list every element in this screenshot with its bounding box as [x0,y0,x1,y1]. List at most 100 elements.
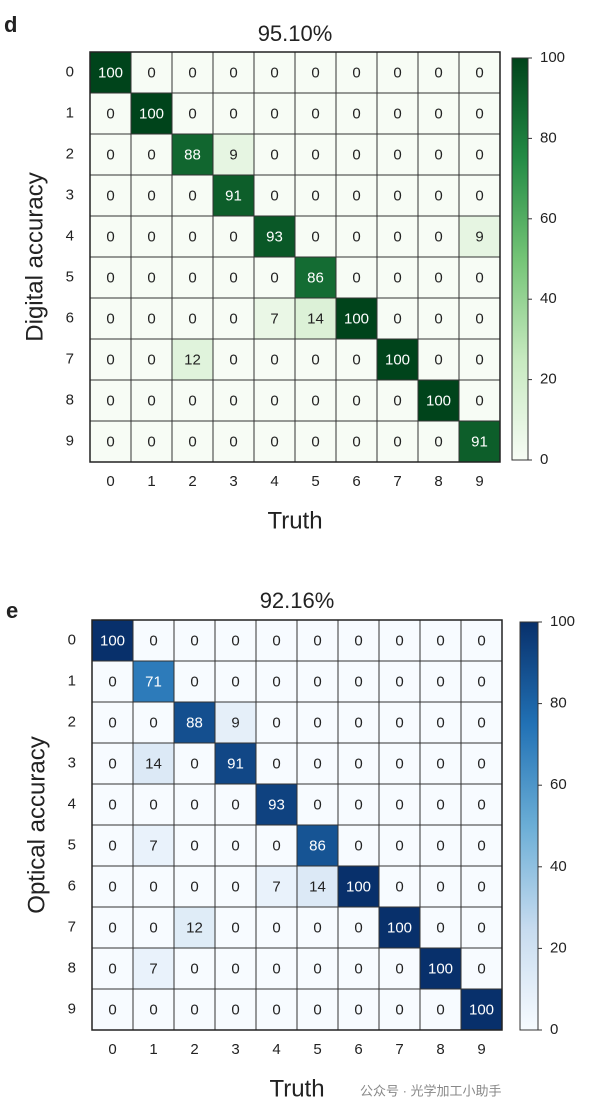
cell-label: 0 [270,269,278,286]
y-tick-label: 4 [66,227,74,244]
cell-label: 0 [477,960,485,977]
y-tick-label: 5 [66,268,74,285]
cell-label: 0 [270,433,278,450]
cell-label: 0 [272,837,280,854]
cell-label: 0 [313,755,321,772]
colorbar-tick-label: 40 [550,858,567,875]
cell-label: 0 [477,755,485,772]
cell-label: 0 [354,796,362,813]
cell-label: 0 [149,632,157,649]
heatmap-cell [91,783,134,826]
cell-label: 0 [272,632,280,649]
heatmap-cell [376,338,419,381]
heatmap-cell [335,174,378,217]
cell-label: 0 [147,392,155,409]
heatmap-cell [335,133,378,176]
cell-label: 14 [145,755,162,772]
cell-label: 0 [272,673,280,690]
cell-label: 0 [106,105,114,122]
heatmap-cell [255,988,298,1031]
cell-label: 0 [475,269,483,286]
cell-label: 0 [108,960,116,977]
heatmap-cell [296,619,339,662]
chart-title: 95.10% [258,21,333,46]
cell-label: 0 [436,755,444,772]
cell-label: 0 [395,673,403,690]
y-tick-label: 0 [66,63,74,80]
cell-label: 0 [270,105,278,122]
cell-label: 0 [436,919,444,936]
cell-label: 0 [108,796,116,813]
cell-label: 0 [108,755,116,772]
heatmap-cell [460,619,503,662]
cell-label: 0 [106,146,114,163]
x-tick-label: 4 [272,1041,280,1058]
heatmap-cell [253,215,296,258]
cell-label: 0 [436,796,444,813]
heatmap-cell [212,297,255,340]
cell-label: 0 [434,146,442,163]
x-axis-label: Truth [269,1075,324,1102]
panel-label: e [6,598,18,623]
colorbar-tick-label: 60 [550,776,567,793]
heatmap-cell [417,420,460,463]
colorbar-tick-label: 100 [550,613,575,630]
heatmap-cell [419,988,462,1031]
cell-label: 100 [469,1001,494,1018]
y-tick-label: 6 [66,309,74,326]
x-tick-label: 7 [395,1041,403,1058]
heatmap-cell [337,701,380,744]
heatmap-cell [294,92,337,135]
cell-label: 100 [100,632,125,649]
cell-label: 0 [188,392,196,409]
cell-label: 7 [270,310,278,327]
heatmap-cell [255,906,298,949]
cell-label: 0 [352,146,360,163]
colorbar-tick-label: 100 [540,49,565,66]
heatmap-cell [132,701,175,744]
heatmap-cell [376,133,419,176]
colorbar-tick-label: 0 [550,1021,558,1038]
cell-label: 0 [436,714,444,731]
cell-label: 0 [188,228,196,245]
heatmap-cell [173,906,216,949]
cell-label: 0 [354,837,362,854]
heatmap-cell [130,51,173,94]
cell-label: 0 [475,392,483,409]
cell-label: 0 [190,878,198,895]
chart-title: 92.16% [260,588,335,613]
heatmap-cell [376,215,419,258]
y-tick-label: 8 [68,959,76,976]
cell-label: 91 [471,433,488,450]
cell-label: 9 [475,228,483,245]
heatmap-cell [132,947,175,990]
x-tick-label: 6 [354,1041,362,1058]
x-tick-label: 9 [475,473,483,490]
cell-label: 0 [188,310,196,327]
heatmap-cell [417,297,460,340]
heatmap-cell [130,379,173,422]
cell-label: 0 [231,960,239,977]
cell-label: 0 [311,146,319,163]
cell-label: 0 [106,187,114,204]
heatmap-cell [417,215,460,258]
heatmap-cell [212,92,255,135]
heatmap-cell [132,988,175,1031]
cell-label: 0 [229,269,237,286]
cell-label: 0 [395,796,403,813]
heatmap-cell [294,338,337,381]
cell-label: 0 [395,960,403,977]
cell-label: 0 [190,755,198,772]
heatmap-cell [173,660,216,703]
colorbar-tick-label: 60 [540,210,557,227]
cell-label: 0 [190,673,198,690]
cell-label: 0 [352,351,360,368]
x-tick-label: 3 [231,1041,239,1058]
x-tick-label: 0 [106,473,114,490]
heatmap-cell [337,865,380,908]
heatmap-cell [214,701,257,744]
heatmap-cell [253,420,296,463]
x-tick-label: 4 [270,473,278,490]
heatmap-cell [130,215,173,258]
cell-label: 0 [475,351,483,368]
